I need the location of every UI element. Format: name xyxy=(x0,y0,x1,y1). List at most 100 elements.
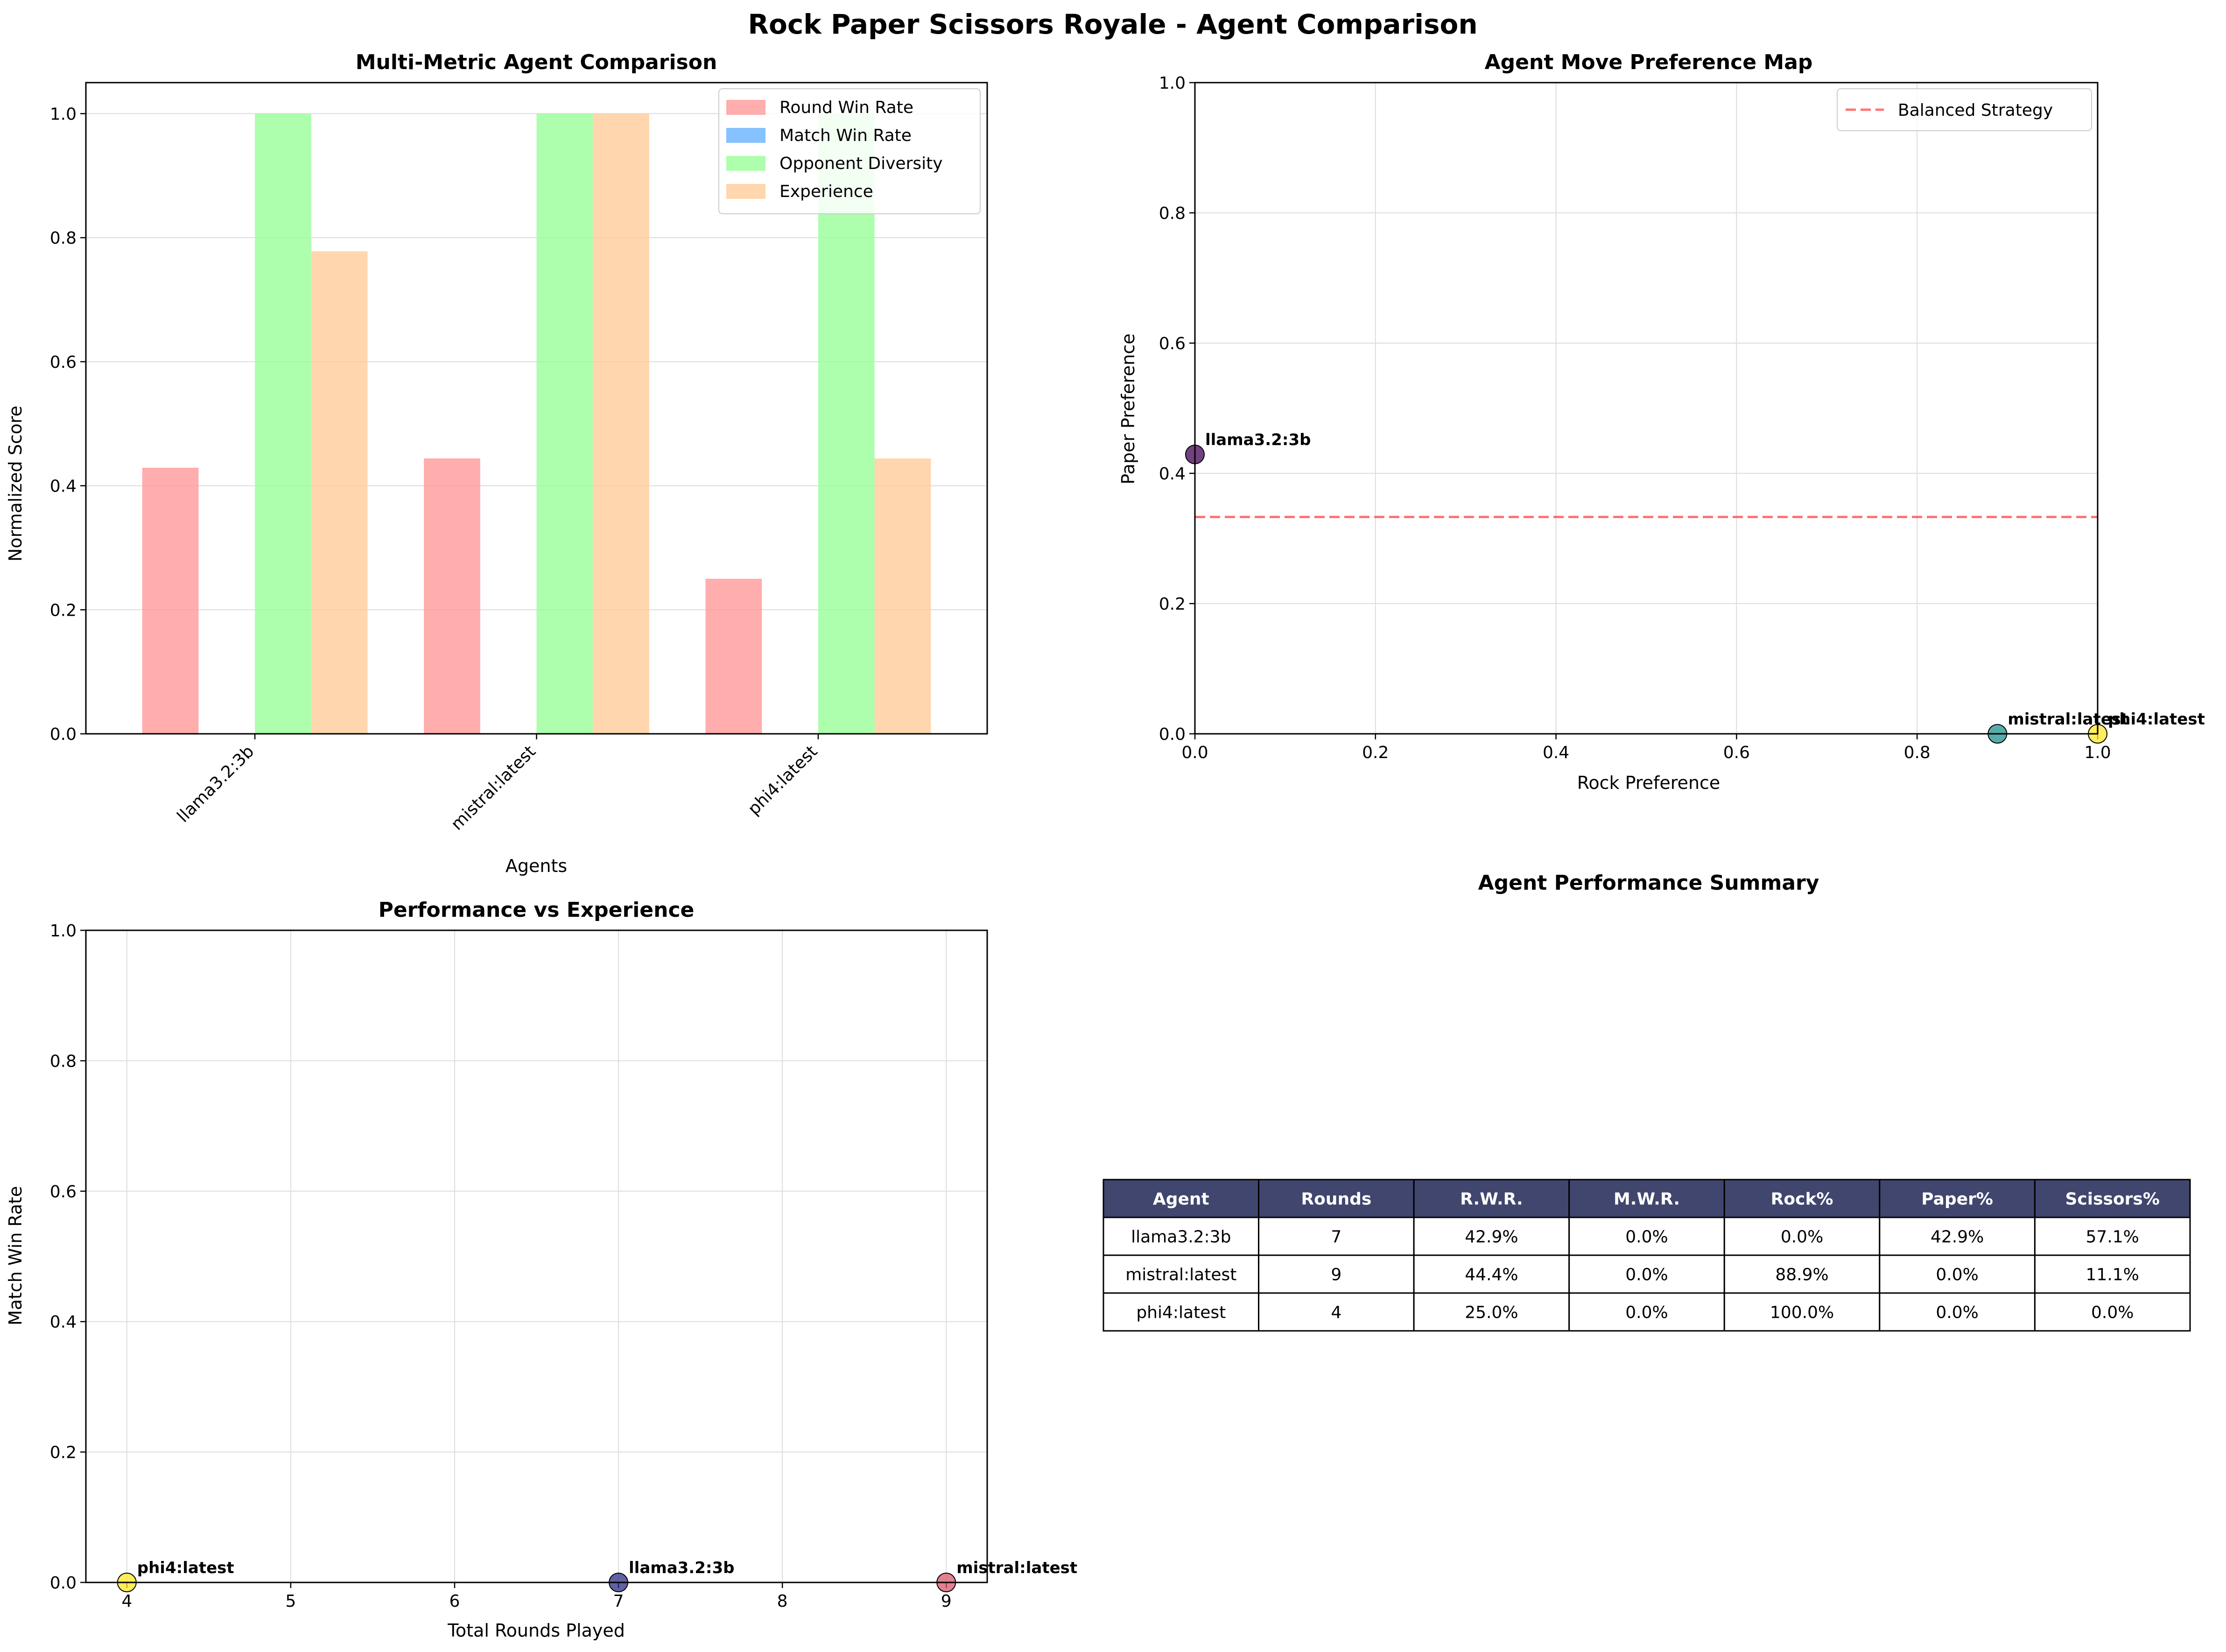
bar-chart-ylabel: Normalized Score xyxy=(5,406,26,562)
y-tick-label: 0.8 xyxy=(50,229,77,248)
x-tick-label: 0.4 xyxy=(1543,743,1569,762)
x-tick-label: mistral:latest xyxy=(447,742,539,834)
table-header-text: Paper% xyxy=(1921,1190,1993,1209)
bar xyxy=(424,458,480,734)
x-tick-label: phi4:latest xyxy=(744,742,822,819)
bar xyxy=(818,113,875,734)
preference-chart-title: Agent Move Preference Map xyxy=(1485,50,1813,74)
y-tick-label: 1.0 xyxy=(50,105,77,124)
table-cell xyxy=(1258,1216,1415,1256)
x-tick-label: 6 xyxy=(449,1592,460,1611)
table-cell-text: 42.9% xyxy=(1931,1228,1984,1247)
bar-chart-legend: Round Win Rate Match Win Rate Opponent Div… xyxy=(718,88,981,214)
point-label: mistral:latest xyxy=(956,1559,1077,1577)
table-header-text: M.W.R. xyxy=(1614,1190,1680,1209)
move-preference-panel: Agent Move Preference Map Rock Preferenc… xyxy=(1118,50,2205,793)
performance-panel: Performance vs Experience Total Rounds P… xyxy=(5,898,1077,1641)
y-tick-label: 0.4 xyxy=(50,1313,77,1332)
y-tick-label: 0.8 xyxy=(50,1052,77,1071)
summary-table-title: Agent Performance Summary xyxy=(1478,871,1819,895)
table-cell-text: llama3.2:3b xyxy=(1131,1228,1231,1247)
table-cell xyxy=(1102,1216,1260,1256)
legend-label: Balanced Strategy xyxy=(1898,101,2053,120)
table-cell xyxy=(2034,1292,2191,1332)
x-tick-label: 1.0 xyxy=(2084,743,2111,762)
x-tick-label: 7 xyxy=(613,1592,624,1611)
point-label: phi4:latest xyxy=(2108,710,2205,729)
table-cell-text: 0.0% xyxy=(1625,1265,1668,1285)
table-header-cell xyxy=(2034,1179,2191,1218)
y-tick-label: 1.0 xyxy=(1159,74,1186,93)
table-cell xyxy=(1258,1254,1415,1294)
table-cell-text: 44.4% xyxy=(1465,1265,1518,1285)
table-cell-text: 0.0% xyxy=(1936,1303,1978,1322)
x-tick-label: 8 xyxy=(777,1592,788,1611)
table-header-cell xyxy=(1723,1179,1881,1218)
bar-chart-axes xyxy=(85,82,988,735)
table-cell xyxy=(1723,1216,1881,1256)
preference-chart-axes xyxy=(1194,82,2099,735)
table-cell-text: 0.0% xyxy=(1625,1303,1668,1322)
bar xyxy=(536,113,593,734)
bar-chart-xlabel: Agents xyxy=(506,856,567,876)
table-header-text: Rock% xyxy=(1771,1190,1833,1209)
bar-chart-panel: Multi-Metric Agent Comparison Agents Nor… xyxy=(5,50,988,876)
legend-box xyxy=(1837,88,2092,131)
table-cell-text: 9 xyxy=(1331,1265,1341,1285)
preference-chart-xlabel: Rock Preference xyxy=(1577,773,1720,793)
preference-legend: Balanced Strategy xyxy=(1837,88,2092,131)
y-tick-label: 0.4 xyxy=(1159,464,1186,484)
table-cell-text: 57.1% xyxy=(2086,1228,2139,1247)
table-cell-text: 0.0% xyxy=(1625,1228,1668,1247)
y-tick-label: 0.0 xyxy=(50,1574,77,1593)
y-tick-label: 0.2 xyxy=(50,601,77,620)
legend-swatch xyxy=(726,156,765,171)
point-label: llama3.2:3b xyxy=(1205,431,1311,450)
table-header-text: Rounds xyxy=(1301,1190,1371,1209)
table-header-text: R.W.R. xyxy=(1460,1190,1523,1209)
x-tick-label: 5 xyxy=(285,1592,296,1611)
table-header-cell xyxy=(1568,1179,1725,1218)
y-tick-label: 0.2 xyxy=(1159,595,1186,614)
figure-title: Rock Paper Scissors Royale - Agent Compa… xyxy=(748,8,1477,40)
table-cell xyxy=(1413,1216,1570,1256)
y-tick-label: 1.0 xyxy=(50,921,77,941)
table-cell-text: 7 xyxy=(1331,1228,1341,1247)
bar xyxy=(874,458,931,734)
bar xyxy=(255,113,311,734)
point-label: phi4:latest xyxy=(137,1559,234,1577)
table-cell xyxy=(2034,1254,2191,1294)
summary-table-panel: Agent Performance Summary Agent Rounds R.W… xyxy=(1102,871,2191,1332)
performance-chart-title: Performance vs Experience xyxy=(379,898,695,922)
table-cell xyxy=(1102,1254,1260,1294)
y-tick-label: 0.6 xyxy=(1159,334,1186,353)
legend-swatch xyxy=(726,100,765,115)
y-tick-label: 0.4 xyxy=(50,477,77,496)
y-tick-label: 0.0 xyxy=(50,725,77,744)
table-header-text: Agent xyxy=(1153,1190,1209,1209)
table-cell-text: 0.0% xyxy=(2091,1303,2134,1322)
x-tick-label: 4 xyxy=(121,1592,132,1611)
table-header-cell xyxy=(1879,1179,2036,1218)
performance-chart-axes xyxy=(85,929,988,1583)
table-cell xyxy=(1568,1292,1725,1332)
table-header-cell xyxy=(1258,1179,1415,1218)
table-cell-text: 88.9% xyxy=(1775,1265,1828,1285)
legend-swatch xyxy=(726,184,765,199)
bar xyxy=(311,251,368,734)
bar-chart-title: Multi-Metric Agent Comparison xyxy=(356,50,717,74)
legend-swatch xyxy=(726,128,765,143)
table-cell-text: 25.0% xyxy=(1465,1303,1518,1322)
y-tick-label: 0.6 xyxy=(50,1182,77,1202)
performance-chart-ylabel: Match Win Rate xyxy=(5,1186,26,1326)
x-tick-label: 0.6 xyxy=(1723,743,1750,762)
y-tick-label: 0.6 xyxy=(50,353,77,372)
x-tick-label: 0.2 xyxy=(1362,743,1389,762)
x-tick-label: 0.8 xyxy=(1904,743,1931,762)
table-header-text: Scissors% xyxy=(2065,1190,2159,1209)
table-cell-text: 42.9% xyxy=(1465,1228,1518,1247)
table-cell-text: 11.1% xyxy=(2086,1265,2139,1285)
table-cell xyxy=(1568,1216,1725,1256)
preference-chart-ylabel: Paper Preference xyxy=(1118,333,1138,484)
